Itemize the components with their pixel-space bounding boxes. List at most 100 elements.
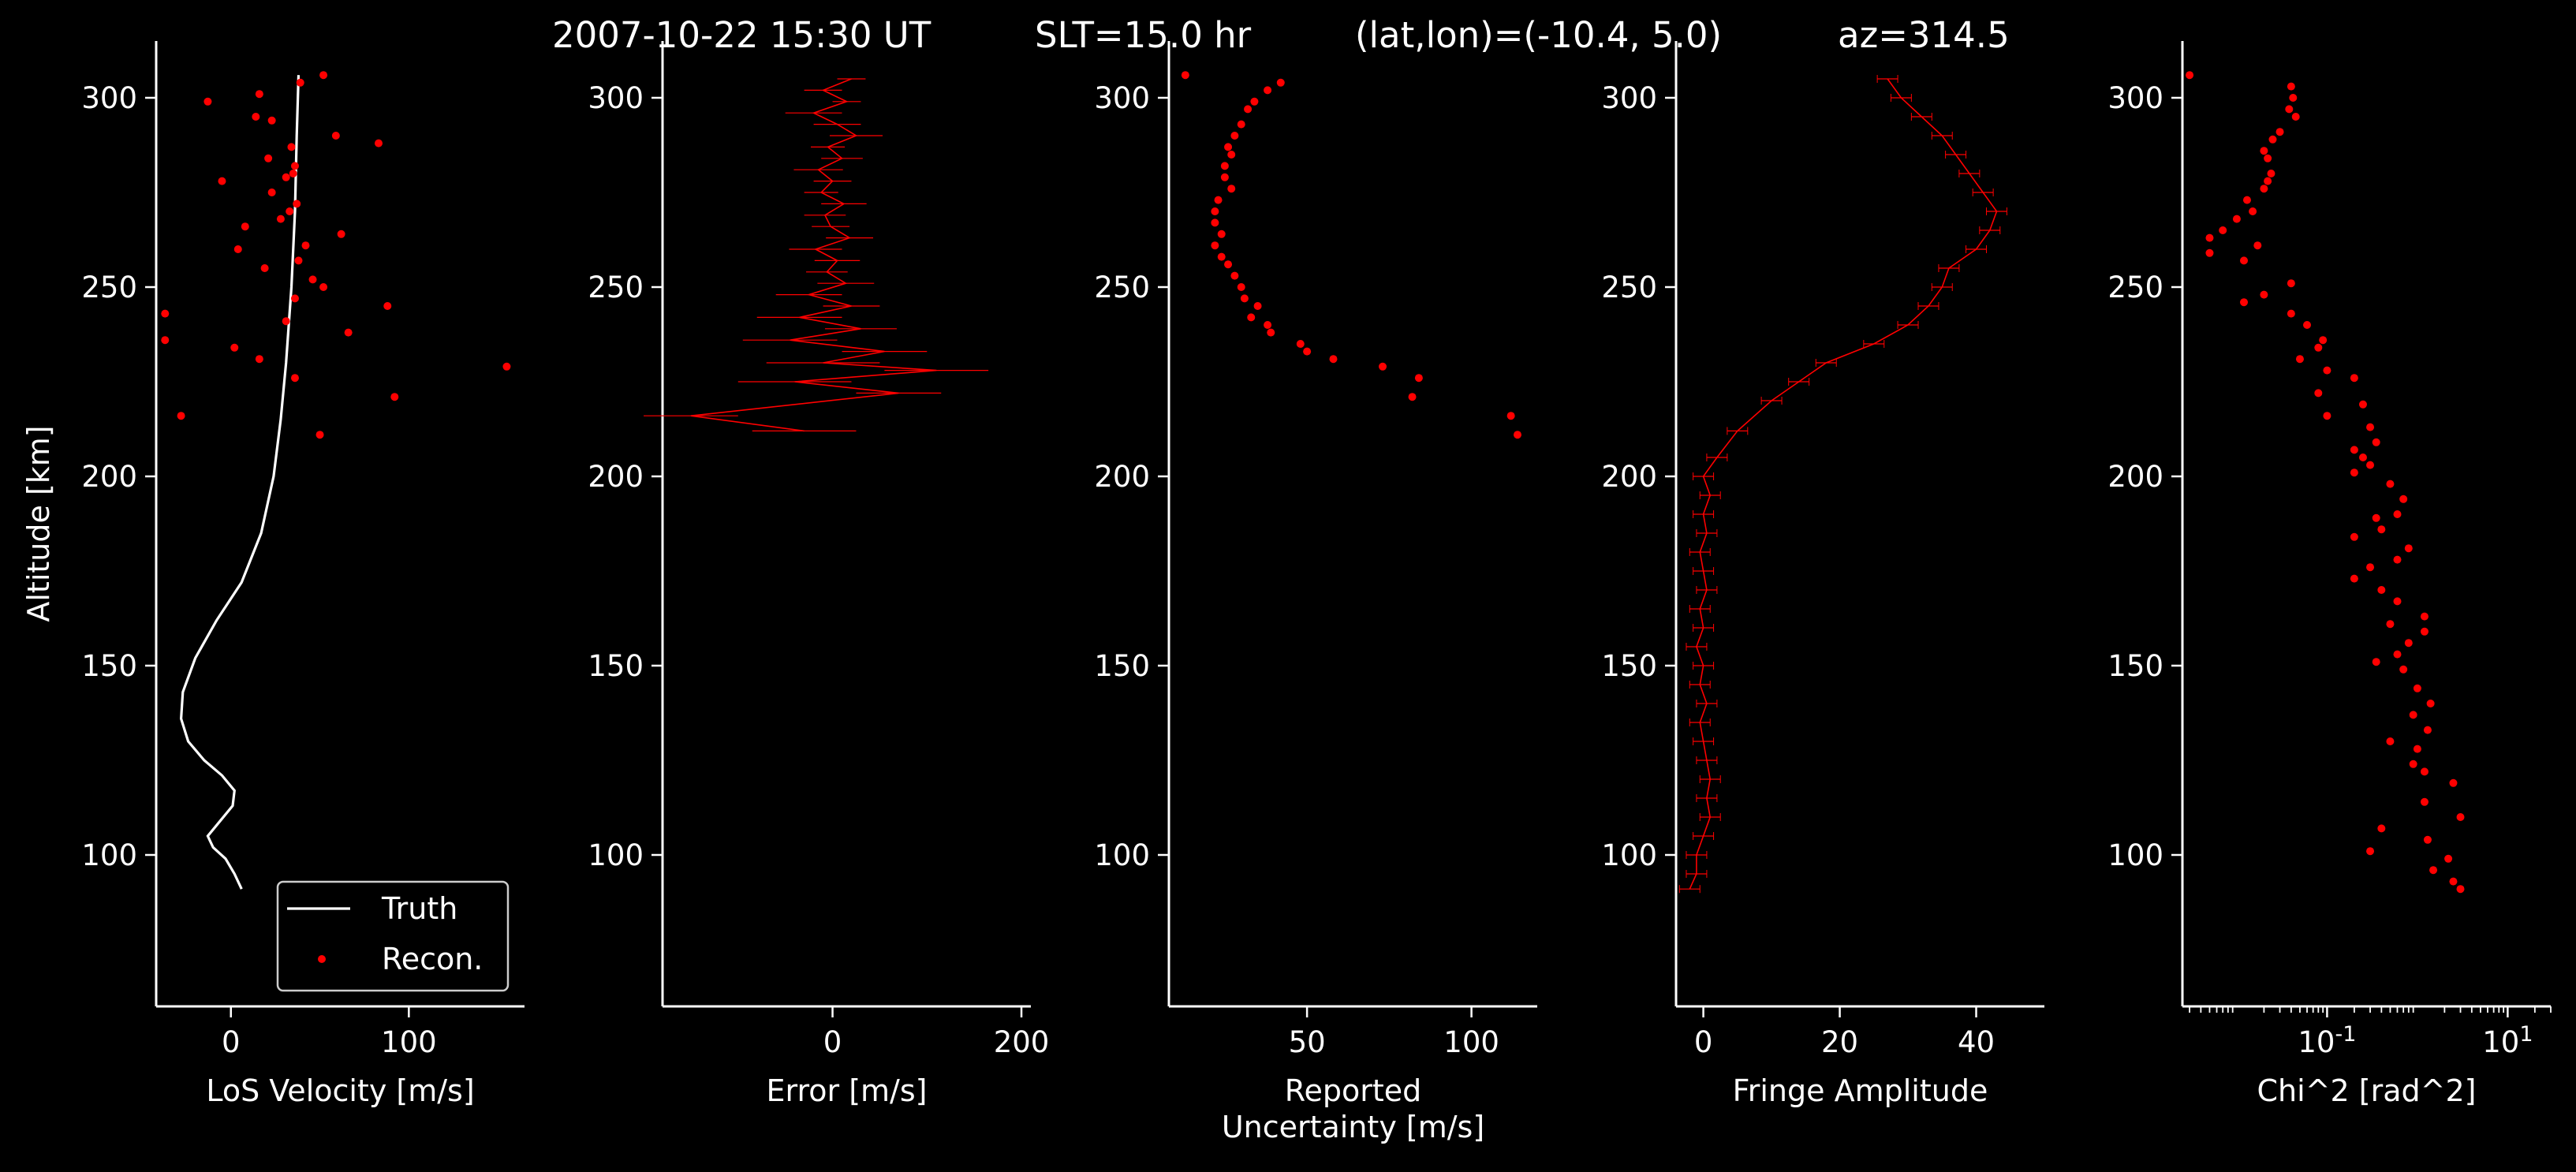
x-tick-label: 0	[222, 1025, 241, 1059]
title-time: 2007-10-22 15:30 UT	[552, 14, 931, 56]
recon-point	[290, 294, 299, 303]
panel-3: 100 150 200 250 300 50 100 ReportedUncertainty …	[1094, 41, 1537, 1144]
recon-point	[1513, 431, 1521, 439]
recon-point	[2456, 813, 2465, 821]
recon-point	[2350, 446, 2358, 454]
recon-point	[2393, 597, 2402, 606]
y-tick-label: 300	[81, 81, 137, 115]
x-axis-label: LoS Velocity [m/s]	[206, 1073, 474, 1108]
recon-point	[1250, 97, 1259, 106]
recon-point	[2404, 544, 2413, 553]
recon-point	[2409, 760, 2417, 768]
x-tick-label: 101	[2482, 1022, 2533, 1059]
x-tick-label: 0	[1694, 1025, 1713, 1059]
recon-point	[375, 139, 383, 147]
recon-point	[1267, 328, 1275, 337]
recon-point	[1181, 71, 1189, 80]
recon-point	[293, 200, 301, 208]
x-tick-label: 100	[381, 1025, 437, 1059]
truth-line	[179, 75, 301, 890]
x-axis-label: Reported	[1285, 1073, 1421, 1108]
recon-point	[2420, 797, 2429, 806]
recon-point	[2377, 525, 2386, 534]
recon-point	[2323, 412, 2331, 420]
recon-point	[2393, 555, 2402, 564]
recon-point	[2260, 185, 2268, 193]
recon-point	[2350, 468, 2358, 477]
recon-point	[1230, 271, 1239, 280]
recon-point	[276, 215, 285, 223]
recon-point	[2358, 400, 2367, 409]
recon-point	[203, 97, 212, 106]
recon-point	[2264, 177, 2272, 185]
y-tick-label: 250	[1094, 271, 1150, 304]
recon-point	[1220, 162, 1229, 170]
x-tick-label: 10-1	[2298, 1022, 2356, 1059]
recon-point	[2372, 513, 2380, 522]
data-line	[690, 78, 937, 432]
recon-point	[337, 230, 345, 238]
recon-point	[2366, 847, 2375, 856]
recon-point	[2444, 854, 2453, 863]
recon-point	[1264, 86, 1272, 95]
recon-point	[2386, 620, 2395, 629]
recon-point	[2393, 510, 2402, 518]
y-tick-label: 100	[588, 838, 644, 872]
recon-point	[1237, 120, 1245, 129]
panel-1: 100 150 200 250 300 0 100 LoS Velocity [m/s] Alt…	[21, 41, 525, 1108]
recon-point	[290, 162, 299, 170]
x-tick-label: 20	[1821, 1025, 1858, 1059]
recon-point	[2386, 737, 2395, 745]
recon-point	[2267, 170, 2275, 177]
y-tick-label: 250	[1601, 271, 1657, 304]
recon-point	[1408, 393, 1417, 401]
recon-point	[331, 132, 340, 140]
y-tick-label: 150	[1601, 649, 1657, 683]
data-line	[1689, 78, 1998, 890]
recon-point	[2287, 309, 2295, 318]
y-tick-label: 150	[588, 649, 644, 683]
legend-recon-label: Recon.	[382, 942, 483, 976]
legend-recon-swatch	[318, 955, 326, 963]
recon-point	[296, 78, 304, 87]
x-tick-label: 100	[1443, 1025, 1499, 1059]
recon-point	[230, 343, 239, 352]
recon-point	[2377, 824, 2386, 833]
recon-point	[1303, 347, 1312, 356]
recon-point	[1329, 355, 1338, 364]
recon-point	[286, 207, 294, 215]
recon-point	[289, 170, 297, 177]
recon-point	[2232, 215, 2241, 223]
y-tick-label: 200	[1094, 460, 1150, 494]
y-tick-label: 300	[1094, 81, 1150, 115]
recon-point	[2314, 343, 2323, 352]
y-tick-label: 150	[81, 649, 137, 683]
recon-point	[344, 328, 353, 337]
recon-point	[218, 177, 226, 185]
recon-point	[319, 71, 328, 80]
x-tick-label: 200	[994, 1025, 1050, 1059]
recon-point	[282, 173, 290, 181]
x-axis-label: Uncertainty [m/s]	[1222, 1110, 1484, 1144]
x-axis-label: Fringe Amplitude	[1733, 1073, 1988, 1108]
recon-point	[2287, 82, 2295, 91]
recon-point	[1220, 173, 1229, 181]
recon-point	[1227, 151, 1236, 159]
recon-point	[177, 412, 185, 420]
recon-point	[2420, 767, 2429, 776]
y-tick-label: 250	[2107, 271, 2163, 304]
recon-point	[1237, 283, 1245, 291]
recon-point	[1414, 374, 1423, 383]
recon-point	[267, 116, 276, 125]
recon-point	[1247, 313, 1256, 322]
recon-point	[1276, 78, 1285, 87]
recon-point	[2253, 241, 2262, 250]
recon-point	[2358, 453, 2367, 461]
y-tick-label: 200	[1601, 460, 1657, 494]
y-tick-label: 300	[588, 81, 644, 115]
recon-point	[2205, 248, 2214, 257]
y-tick-label: 100	[1094, 838, 1150, 872]
recon-point	[2413, 745, 2421, 753]
recon-point	[233, 245, 242, 253]
